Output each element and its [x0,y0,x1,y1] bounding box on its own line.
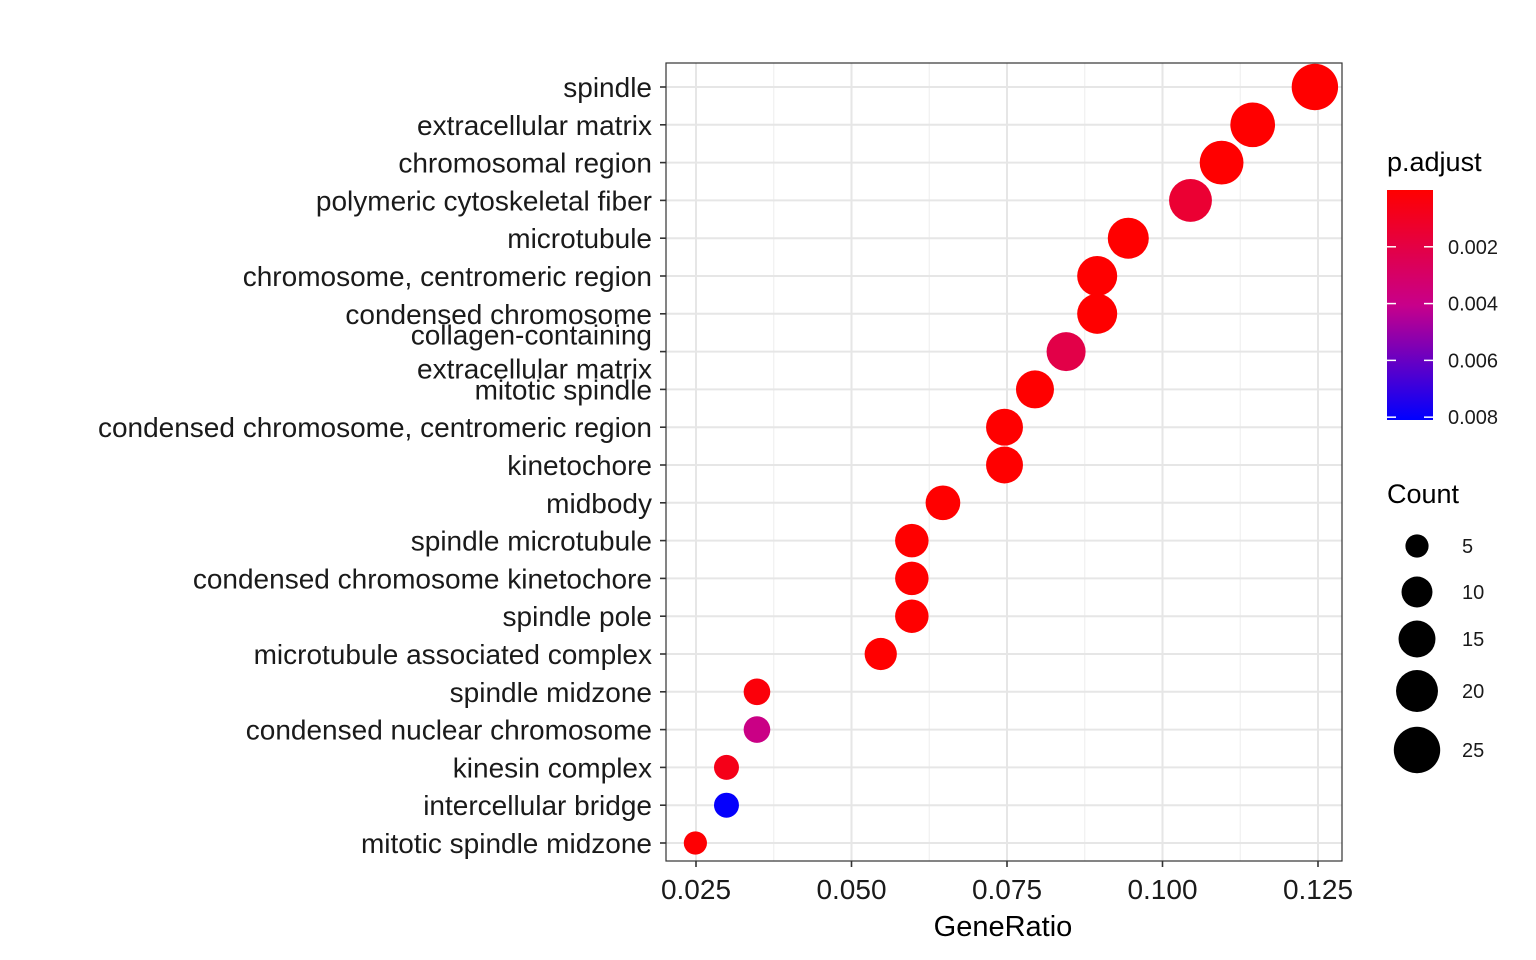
size-legend-dot [1398,620,1436,658]
y-tick-label: collagen-containing [411,320,652,351]
color-legend-title: p.adjust [1387,147,1482,177]
data-point [683,831,707,855]
y-tick-label: condensed chromosome, centromeric region [98,412,652,443]
y-tick-label: spindle midzone [450,677,652,708]
data-point [713,792,739,818]
y-tick-label: kinetochore [507,450,652,481]
size-legend-label: 10 [1462,582,1484,604]
y-tick-label: mitotic spindle midzone [361,828,652,859]
color-legend-ticks: 0.002 0.004 0.006 0.008 [1387,237,1498,429]
y-tick-label: spindle microtubule [411,526,652,557]
data-point [895,561,929,596]
size-legend-label: 15 [1462,629,1484,651]
data-point [743,678,771,706]
color-legend-bar [1387,190,1433,420]
data-point [1107,217,1149,259]
color-legend-label: 0.008 [1448,407,1498,429]
y-tick-label: spindle [563,72,652,103]
y-tick-label: extracellular matrix [417,110,652,141]
size-legend-dot [1396,670,1438,712]
y-tick-label: extracellular matrix [417,354,652,385]
panel-border [665,62,1343,862]
y-tick-label: mitotic spindle [475,374,652,405]
color-legend-label: 0.002 [1448,237,1498,259]
y-tick-label: intercellular bridge [423,790,652,821]
color-legend-label: 0.006 [1448,350,1498,372]
data-point [1077,293,1118,334]
data-point [864,637,897,671]
data-point [713,754,739,780]
legend: p.adjust 0.002 0.004 0.006 0.008 Count 5 10 1… [1387,147,1498,774]
y-tick-label: condensed chromosome [345,299,652,330]
data-points [683,63,1339,855]
size-legend-dot [1401,576,1433,608]
data-point [1046,332,1086,372]
data-point [1199,140,1244,185]
data-point [1230,102,1276,148]
x-tick-label: 0.050 [816,874,886,905]
y-tick-label: microtubule [507,223,652,254]
data-point [1169,178,1212,222]
data-point [743,716,771,743]
size-legend-label: 5 [1462,536,1473,558]
y-axis: spindle extracellular matrix chromosomal r… [98,72,666,859]
data-point [895,523,929,558]
color-legend-label: 0.004 [1448,294,1498,316]
grid [666,63,1342,861]
x-axis-title: GeneRatio [934,911,1073,943]
size-legend-dot [1393,726,1441,774]
x-tick-label: 0.125 [1283,874,1353,905]
y-tick-label: midbody [546,488,652,519]
x-tick-label: 0.075 [972,874,1042,905]
y-tick-label: microtubule associated complex [254,639,652,670]
y-tick-label: condensed nuclear chromosome [246,715,652,746]
size-legend-label: 20 [1462,681,1484,703]
y-tick-label: spindle pole [503,601,652,632]
x-axis: 0.025 0.050 0.075 0.100 0.125 [661,861,1353,905]
y-tick-label: kinesin complex [453,752,652,783]
data-point [895,599,929,633]
data-point [1015,370,1054,409]
size-legend-title: Count [1387,479,1460,509]
size-legend-dot [1405,534,1429,558]
data-point [986,408,1023,446]
x-tick-label: 0.025 [661,874,731,905]
data-point [925,485,961,521]
size-legend-label: 25 [1462,740,1484,762]
y-tick-label: chromosome, centromeric region [243,261,652,292]
data-point [1291,63,1339,111]
y-tick-label: chromosomal region [398,148,652,179]
y-tick-label: condensed chromosome kinetochore [193,563,652,594]
x-tick-label: 0.100 [1127,874,1197,905]
y-tick-label: polymeric cytoskeletal fiber [316,185,652,216]
data-point [986,446,1023,484]
data-point [1077,255,1118,297]
size-legend-items: 5 10 15 20 25 [1393,534,1484,774]
